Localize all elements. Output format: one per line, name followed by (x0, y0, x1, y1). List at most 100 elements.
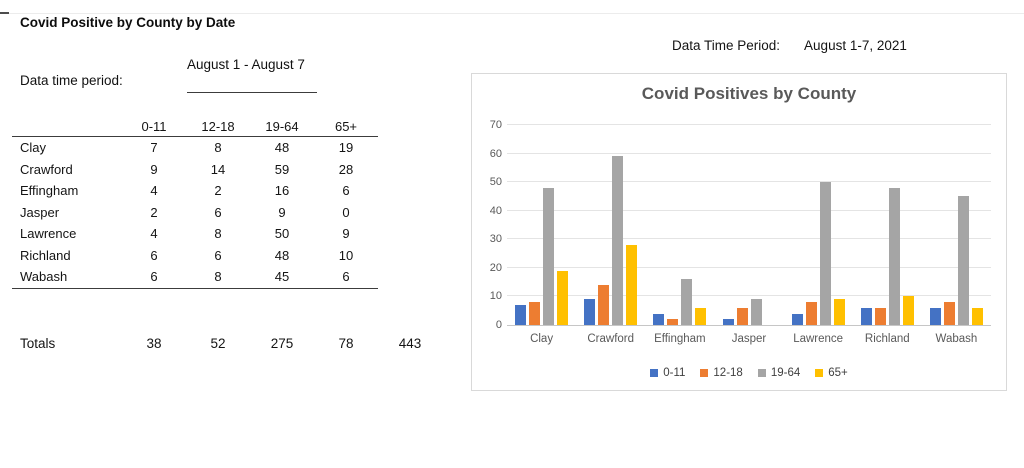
table-row: Wabash 6 8 45 6 (12, 266, 378, 289)
bar-12-18[interactable] (874, 307, 886, 325)
bar-65+[interactable] (557, 270, 569, 325)
bar-12-18[interactable] (667, 319, 679, 325)
county-name-cell[interactable]: Lawrence (20, 226, 77, 242)
bar-12-18[interactable] (943, 302, 955, 325)
table-value-cell[interactable]: 4 (150, 183, 158, 199)
bar-19-64[interactable] (957, 196, 969, 325)
table-value-cell[interactable]: 6 (342, 183, 350, 199)
totals-value-cell[interactable]: 52 (210, 336, 226, 351)
county-name-cell[interactable]: Jasper (20, 204, 60, 220)
table-value-cell[interactable]: 2 (214, 183, 222, 199)
chart-panel[interactable]: Covid Positives by County 0-11 12-18 19-64… (471, 73, 1007, 391)
legend-item-12-18[interactable]: 12-18 (700, 367, 743, 379)
top-divider (0, 13, 1024, 14)
table-value-cell[interactable]: 6 (122, 266, 186, 289)
county-name-cell[interactable]: Clay (20, 140, 47, 156)
y-axis-tick-label: 70 (489, 119, 502, 131)
totals-label[interactable]: Totals (20, 336, 56, 351)
table-value-cell[interactable]: 6 (314, 266, 378, 289)
chart-period: Data Time Period: August 1-7, 2021 (672, 38, 907, 53)
table-value-cell[interactable]: 16 (274, 183, 290, 199)
county-name-cell[interactable]: Richland (20, 247, 71, 263)
table-value-cell[interactable]: 9 (278, 204, 286, 220)
totals-value-cell[interactable]: 38 (146, 336, 162, 351)
table-value-cell[interactable]: 8 (214, 140, 222, 156)
table-value-cell[interactable]: 9 (342, 226, 350, 242)
bar-0-11[interactable] (860, 307, 872, 325)
chart-period-value[interactable]: August 1-7, 2021 (804, 38, 907, 53)
bar-12-18[interactable] (805, 302, 817, 325)
bar-19-64[interactable] (681, 279, 693, 325)
table-header-cell[interactable]: 0-11 (122, 116, 186, 137)
bar-12-18[interactable] (736, 307, 748, 325)
legend-swatch-icon (815, 369, 824, 377)
bar-0-11[interactable] (584, 299, 596, 325)
legend-item-0-11[interactable]: 0-11 (650, 367, 685, 379)
table-value-cell[interactable]: 2 (150, 204, 158, 220)
table-value-cell[interactable]: 6 (214, 247, 222, 263)
table-value-cell[interactable]: 6 (214, 204, 222, 220)
table-header-county[interactable] (12, 116, 122, 137)
bar-19-64[interactable] (888, 187, 900, 325)
table-value-cell[interactable]: 48 (274, 247, 290, 263)
totals-value-cell[interactable]: 78 (338, 336, 354, 351)
bar-12-18[interactable] (529, 302, 541, 325)
legend-item-19-64[interactable]: 19-64 (757, 367, 800, 379)
table-value-cell[interactable]: 50 (274, 226, 290, 242)
table-value-cell[interactable]: 7 (150, 140, 158, 156)
county-name-cell[interactable]: Effingham (20, 183, 79, 199)
table-value-cell[interactable]: 19 (338, 140, 354, 156)
bar-65+[interactable] (833, 299, 845, 325)
y-axis-tick-label: 50 (489, 176, 502, 189)
legend-item-65+[interactable]: 65+ (815, 367, 848, 379)
period-value-cell[interactable]: August 1 - August 7 (187, 56, 317, 93)
table-value-cell[interactable]: 45 (250, 266, 314, 289)
county-name-cell[interactable]: Crawford (20, 161, 73, 177)
bar-0-11[interactable] (929, 307, 941, 325)
table-row: Lawrence 4 8 50 9 (12, 223, 378, 245)
table-value-cell[interactable]: 48 (274, 140, 290, 156)
bar-65+[interactable] (902, 296, 914, 325)
table-value-cell[interactable]: 28 (338, 161, 354, 177)
table-value-cell[interactable]: 6 (150, 247, 158, 263)
table-header-cell[interactable]: 65+ (314, 116, 378, 137)
gridline (507, 295, 991, 297)
bar-12-18[interactable] (598, 285, 610, 325)
table-value-cell[interactable]: 9 (150, 161, 158, 177)
table-row: Richland 6 6 48 10 (12, 245, 378, 267)
bar-19-64[interactable] (750, 299, 762, 325)
period-label: Data time period: (20, 73, 123, 88)
chart-title: Covid Positives by County (641, 84, 857, 103)
table-value-cell[interactable]: 0 (342, 204, 350, 220)
bar-19-64[interactable] (543, 187, 555, 325)
bar-0-11[interactable] (515, 305, 527, 325)
bar-19-64[interactable] (612, 156, 624, 325)
bar-0-11[interactable] (791, 313, 803, 325)
bar-19-64[interactable] (819, 182, 831, 325)
table-header-cell[interactable]: 19-64 (250, 116, 314, 137)
legend-label: 65+ (828, 367, 848, 379)
gridline (507, 124, 991, 125)
table-header-cell[interactable]: 12-18 (186, 116, 250, 137)
table-value-cell[interactable]: 59 (274, 161, 290, 177)
county-name-cell[interactable]: Wabash (12, 266, 122, 289)
bar-0-11[interactable] (722, 319, 734, 325)
gridline (507, 238, 991, 240)
x-axis-category-label: Effingham (654, 333, 706, 345)
grand-total-cell[interactable]: 443 (398, 336, 422, 351)
y-axis-tick-label: 60 (489, 147, 502, 160)
table-value-cell[interactable]: 14 (210, 161, 226, 177)
totals-value-cell[interactable]: 275 (270, 336, 294, 351)
bar-65+[interactable] (695, 307, 707, 325)
legend-label: 0-11 (663, 367, 686, 379)
table-value-cell[interactable]: 8 (214, 226, 222, 242)
table-value-cell[interactable]: 10 (338, 247, 354, 263)
table-value-cell[interactable]: 8 (186, 266, 250, 289)
table-value-cell[interactable]: 4 (150, 226, 158, 242)
bar-65+[interactable] (971, 307, 983, 325)
gridline (507, 152, 991, 154)
bar-0-11[interactable] (653, 313, 665, 325)
bar-65+[interactable] (626, 245, 638, 325)
totals-row: Totals 38 52 275 78 443 (12, 336, 442, 351)
